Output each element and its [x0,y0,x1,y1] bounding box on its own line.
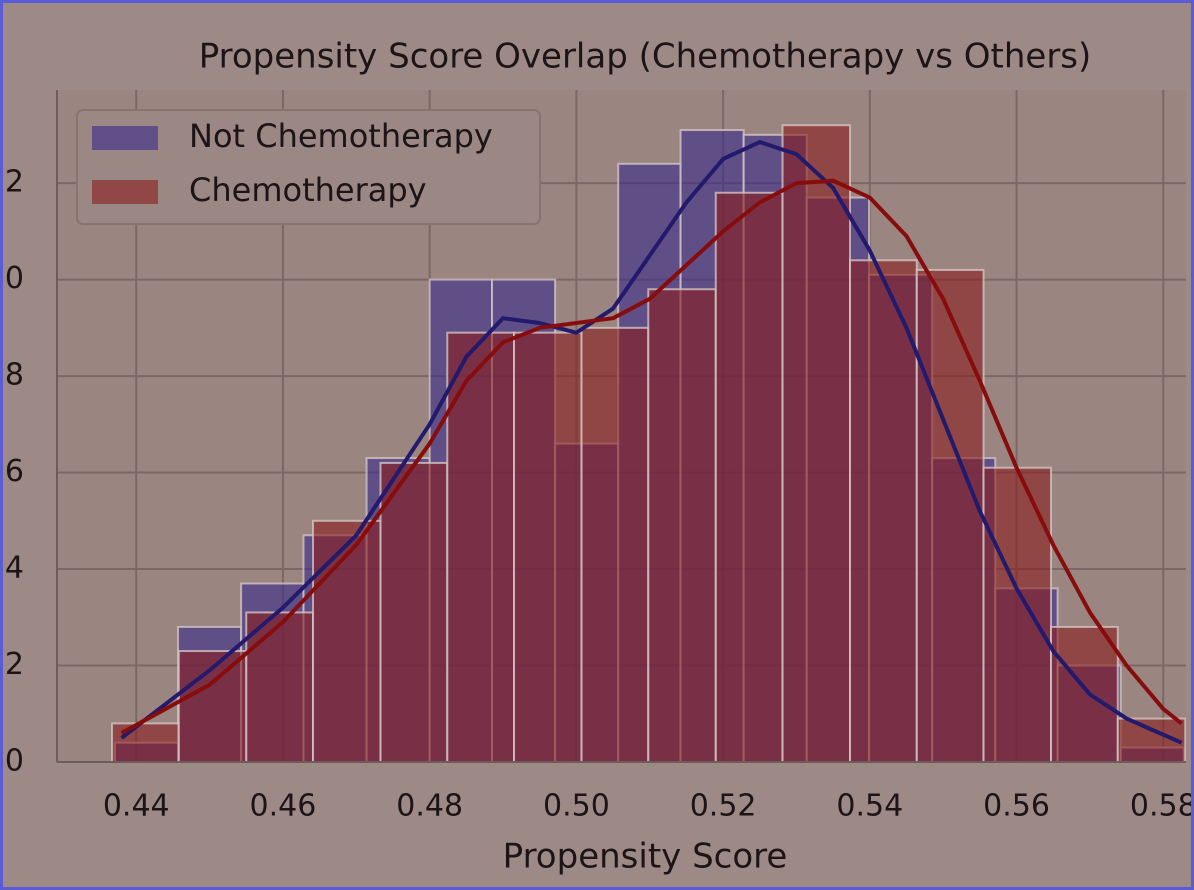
legend-swatch [92,126,158,150]
histogram-bar [446,331,516,763]
x-tick-label: 0.56 [983,789,1050,824]
legend-label: Not Chemotherapy [189,117,493,155]
legend-label: Chemotherapy [189,171,427,209]
axes: 0 2 4 6 8 10 12 0.44 0.46 0.48 0.50 0.52 0.54 0.56 0.5… [0,90,1194,824]
kde-line [120,178,1183,735]
y-tick-label: 8 [5,358,24,393]
x-axis-label: Propensity Score [503,837,788,877]
histogram-bar [714,191,784,763]
x-tick-label: 0.52 [690,789,757,824]
histogram-bar [513,331,583,763]
y-tick-label: 10 [0,261,24,296]
legend: Not Chemotherapy Chemotherapy [76,109,541,225]
histogram-bar [849,259,918,763]
x-tick-label: 0.54 [836,789,903,824]
x-tick-label: 0.46 [250,789,317,824]
kde-line [120,140,1183,745]
x-tick-label: 0.50 [543,789,610,824]
y-tick-label: 0 [5,744,24,779]
histogram-bar [647,288,717,763]
histogram-bar [379,461,449,763]
histogram-bar [781,124,852,763]
y-tick-label: 6 [5,454,24,489]
histogram-bar [982,466,1053,763]
histogram-bar [580,326,650,763]
legend-swatch [92,180,158,204]
y-tick-label: 12 [0,165,24,200]
y-tick-label: 4 [5,551,24,586]
x-tick-label: 0.44 [103,789,170,824]
legend-box [76,109,541,225]
x-tick-label: 0.48 [396,789,463,824]
chart-title: Propensity Score Overlap (Chemotherapy v… [199,37,1092,77]
bars [111,124,1186,763]
histogram-bar [111,722,180,763]
kde-lines [120,140,1183,745]
x-tick-label: 0.58 [1130,789,1194,824]
histogram-bar [915,268,985,763]
histogram-bar [1050,625,1119,763]
y-tick-label: 2 [5,647,24,682]
histogram-bar [245,611,315,763]
